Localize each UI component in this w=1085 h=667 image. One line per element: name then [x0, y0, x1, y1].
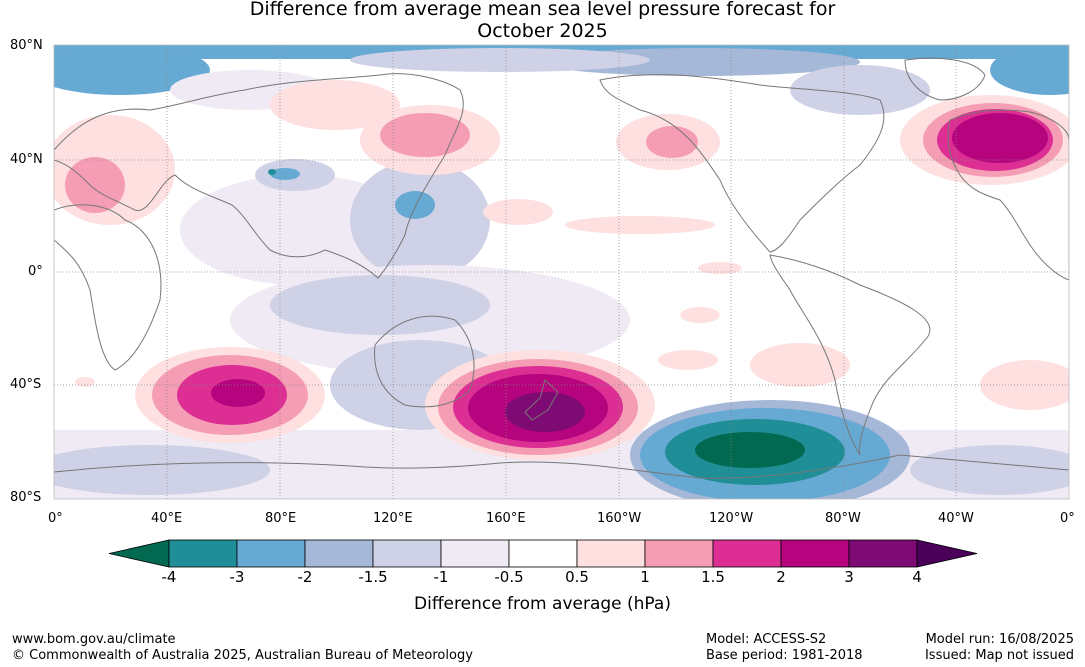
lon-label-160w: 160°W [597, 511, 642, 526]
colorbar-cell [780, 539, 850, 568]
map-grid [54, 45, 1069, 499]
footer-model-run: Model run: 16/08/2025 [925, 632, 1074, 647]
footer-url[interactable]: www.bom.gov.au/climate [12, 632, 176, 647]
colorbar-cell [168, 539, 238, 568]
colorbar-arrow-high [916, 539, 978, 568]
map-frame [53, 44, 1070, 500]
colorbar-tick-label: -3 [229, 568, 245, 586]
footer-copyright: © Commonwealth of Australia 2025, Austra… [12, 648, 473, 663]
footer-base-period: Base period: 1981-2018 [706, 648, 863, 663]
lon-label-120w: 120°W [709, 511, 754, 526]
lat-label-40s: 40°S [10, 377, 42, 392]
footer-issued: Issued: Map not issued [924, 648, 1074, 663]
colorbar-cell [372, 539, 442, 568]
lon-label-80e: 80°E [265, 511, 297, 526]
map-title-line1: Difference from average mean sea level p… [249, 0, 836, 20]
colorbar-cell [236, 539, 306, 568]
colorbar-tick-label: 1.5 [701, 568, 725, 586]
colorbar-cell [644, 539, 714, 568]
footer-model: Model: ACCESS-S2 [706, 632, 827, 647]
colorbar-tick-label: -1 [433, 568, 449, 586]
lat-label-0: 0° [28, 264, 43, 279]
colorbar-cell [848, 539, 918, 568]
colorbar-label: Difference from average (hPa) [414, 594, 671, 614]
lon-label-80w: 80°W [825, 511, 861, 526]
colorbar-tick-label: 0.5 [565, 568, 589, 586]
lon-label-40e: 40°E [151, 511, 183, 526]
colorbar-cell [304, 539, 374, 568]
north-atlantic-high [900, 95, 1069, 185]
asia-negative-region [180, 159, 490, 285]
lon-label-0-left: 0° [48, 511, 63, 526]
map-title-line2: October 2025 [477, 20, 608, 42]
lon-label-40w: 40°W [938, 511, 974, 526]
colorbar-tick-label: -2 [297, 568, 313, 586]
lon-label-120e: 120°E [373, 511, 413, 526]
lon-label-160e: 160°E [486, 511, 526, 526]
lon-label-0-right: 0° [1060, 511, 1075, 526]
lat-label-40n: 40°N [10, 152, 43, 167]
colorbar-cell [576, 539, 646, 568]
colorbar-cell [712, 539, 782, 568]
colorbar-tick-label: 2 [776, 568, 786, 586]
lat-label-80n: 80°N [10, 38, 43, 53]
arctic-negative-band [54, 45, 1069, 115]
coastlines [54, 57, 1069, 479]
southeast-pacific-low [630, 400, 910, 499]
colorbar-tick-label: 1 [640, 568, 650, 586]
positive-regions [54, 80, 1069, 410]
south-indian-high [135, 347, 325, 443]
colorbar-tick-label: -1.5 [358, 568, 388, 586]
colorbar-tick-label: -4 [161, 568, 177, 586]
tasman-high [425, 350, 655, 460]
colorbar-tick-label: 3 [844, 568, 854, 586]
tropical-negative-region [230, 265, 630, 430]
lat-label-80s: 80°S [10, 490, 42, 505]
colorbar-cell [440, 539, 510, 568]
colorbar-tick-label: 4 [912, 568, 922, 586]
colorbar-tick-label: -0.5 [494, 568, 524, 586]
colorbar-arrow-low [108, 539, 170, 568]
colorbar-cell [508, 539, 578, 568]
